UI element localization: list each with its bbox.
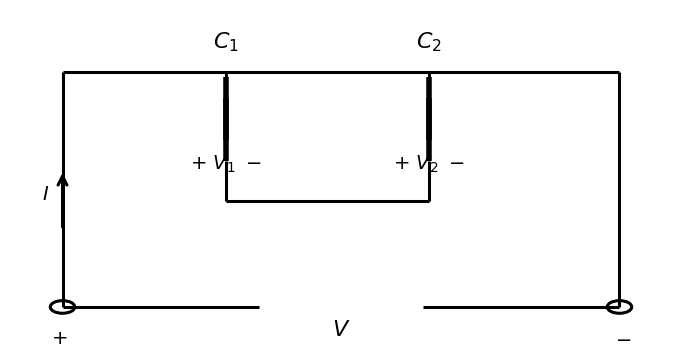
Text: $+\ V_1\ -$: $+\ V_1\ -$	[190, 154, 261, 175]
Text: $+\ V_2\ -$: $+\ V_2\ -$	[394, 154, 465, 175]
Text: $C_1$: $C_1$	[213, 30, 239, 53]
Text: $-$: $-$	[614, 330, 631, 348]
Text: $V$: $V$	[331, 319, 351, 341]
Text: $C_2$: $C_2$	[417, 30, 442, 53]
Text: $I$: $I$	[42, 185, 49, 204]
Text: $+$: $+$	[51, 330, 68, 348]
